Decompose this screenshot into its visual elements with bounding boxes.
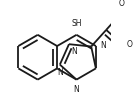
Text: N: N — [71, 47, 77, 56]
Text: SH: SH — [71, 19, 82, 28]
Text: N: N — [73, 85, 79, 94]
Text: N: N — [57, 68, 63, 77]
Text: O: O — [126, 40, 132, 49]
Text: N: N — [100, 41, 106, 50]
Text: O: O — [118, 0, 124, 8]
